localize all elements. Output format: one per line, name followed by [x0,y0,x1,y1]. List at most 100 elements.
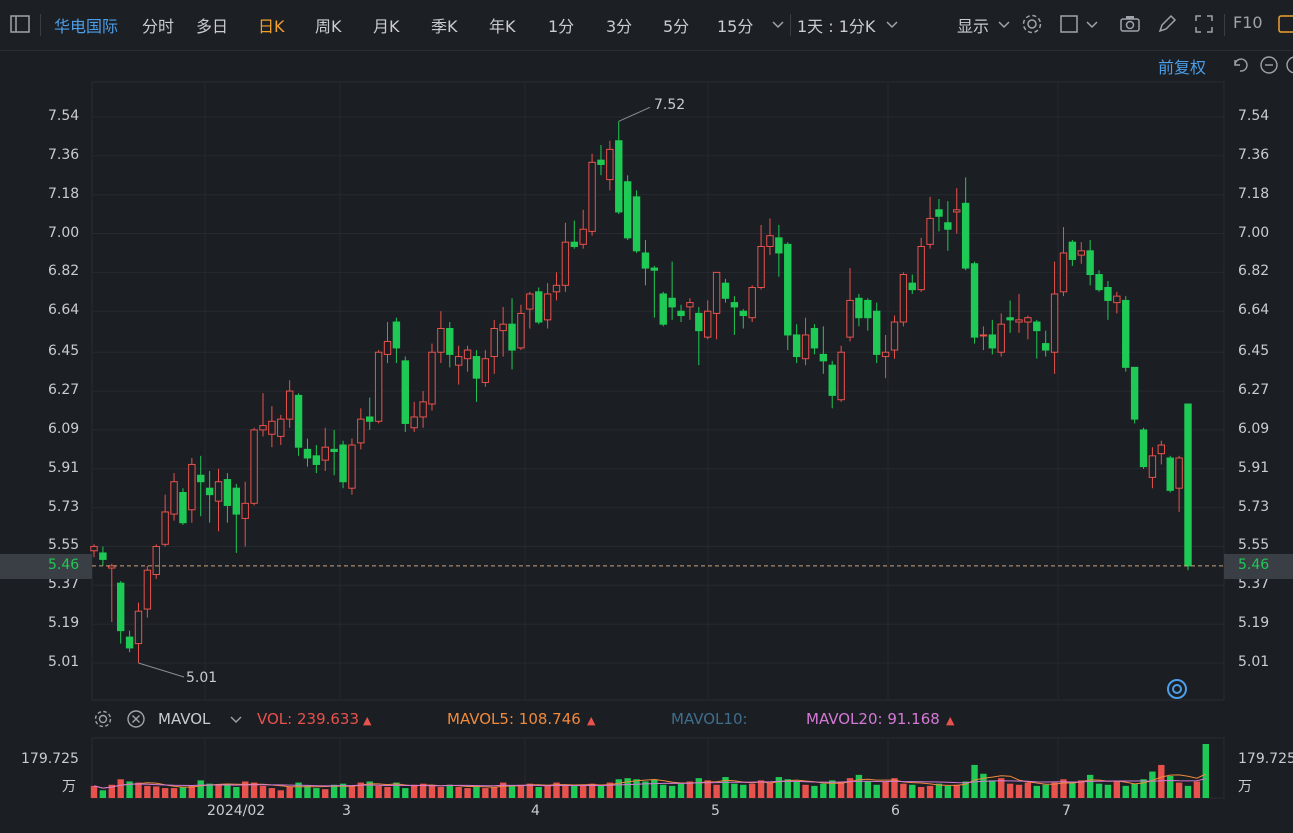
volume-bar [757,780,765,798]
volume-bar [686,781,694,798]
volume-bar [197,780,204,798]
candle-body [526,293,534,310]
sidebar-toggle-icon[interactable] [8,12,32,36]
volume-bar [313,788,320,798]
chevron-down-icon[interactable] [992,12,1016,36]
volume-bar [526,783,534,798]
price-tick-label: 5.73 [1238,498,1270,515]
candlestick-chart[interactable] [0,50,1293,833]
volume-bar [811,785,818,798]
camera-icon[interactable] [1118,12,1142,36]
volume-bar [117,779,124,798]
candle-body [899,274,908,323]
volume-bar [517,784,525,798]
date-label: 5 [711,803,720,819]
volume-bar [1149,771,1156,798]
toolbar: 华电国际 分时 多日 日K 周K 月K 季K 年K 1分 3分 5分 15分 1… [0,0,1293,51]
candle-body [490,327,498,358]
volume-bar [153,786,160,798]
tab-yearly-k[interactable]: 年K [489,17,516,36]
candle-body [579,228,587,245]
tab-multi-day[interactable]: 多日 [196,17,229,36]
stock-name[interactable]: 华电国际 [54,17,119,36]
volume-bar [357,782,365,798]
candle-body [1139,429,1148,468]
candle-body [961,202,970,269]
volume-bar [259,785,267,798]
current-price-tag-right [1224,554,1293,579]
tab-weekly-k[interactable]: 周K [315,17,342,36]
fullscreen-icon[interactable] [1192,12,1216,36]
square-icon[interactable] [1058,12,1082,36]
zoom-in-icon[interactable] [1285,55,1293,75]
volume-bar [508,785,516,798]
volume-bar [1015,784,1023,798]
date-label: 3 [342,803,351,819]
tab-monthly-k[interactable]: 月K [373,17,400,36]
undo-icon[interactable] [1230,55,1250,75]
divider [1224,14,1225,36]
volume-bar [909,784,916,798]
gear-icon[interactable] [93,709,113,733]
gear-icon[interactable] [1020,12,1044,36]
candle-body [944,222,952,230]
chevron-down-icon[interactable] [1080,12,1104,36]
volume-bar [1193,781,1201,798]
display-menu[interactable]: 显示 [957,17,990,36]
price-tick-label: 7.00 [1238,224,1270,241]
volume-bar [660,784,667,798]
volume-bar [304,785,311,798]
tab-daily-k[interactable]: 日K [258,17,285,36]
candle-body [214,481,223,502]
chevron-down-icon[interactable] [880,12,904,36]
candle-body [1068,241,1077,260]
price-tick-label: 5.19 [1238,615,1270,632]
volume-bar [633,779,640,798]
candle-body [917,245,925,291]
volume-bar [802,784,809,798]
volume-bar [917,786,925,798]
volume-bar [161,788,169,798]
chevron-down-icon[interactable] [766,12,790,36]
tab-1min[interactable]: 1分 [548,17,575,36]
volume-bar [1086,774,1094,798]
locate-icon[interactable] [1166,678,1188,700]
chevron-down-icon[interactable] [228,709,244,733]
panel-icon[interactable] [1277,12,1293,36]
candle-body [997,323,1005,353]
volume-bar [108,784,115,798]
candle-body [1166,457,1174,491]
tab-intraday[interactable]: 分时 [142,17,175,36]
candle-body [926,217,934,245]
candle-body [357,418,365,444]
close-icon[interactable] [126,709,146,733]
volume-bar [144,785,151,798]
indicator-select[interactable]: MAVOL [158,710,211,728]
candle-body [134,610,143,645]
pencil-icon[interactable] [1155,12,1179,36]
candle-body [615,140,623,213]
adjust-mode-button[interactable]: 前复权 [1158,58,1207,77]
volume-bar [206,783,213,798]
f10-button[interactable]: F10 [1233,13,1263,32]
volume-bar [1069,782,1076,798]
price-tick-label: 7.54 [48,108,80,124]
volume-bar [242,781,249,798]
volume-indicator-bar: MAVOL VOL: 239.633 ▲ MAVOL5: 108.746 ▲ M… [0,706,1293,734]
candle-body [1148,455,1157,478]
candle-body [463,349,472,360]
time-range-select[interactable]: 1天 : 1分K [797,17,876,36]
tab-quarterly-k[interactable]: 季K [431,17,458,36]
tab-5min[interactable]: 5分 [663,17,690,36]
volume-bar [224,784,231,798]
volume-bar [250,782,258,798]
zoom-out-icon[interactable] [1259,55,1279,75]
volume-bar [286,786,293,798]
candle-body [659,293,667,325]
tab-3min[interactable]: 3分 [606,17,633,36]
tab-15min[interactable]: 15分 [717,17,754,36]
volume-bar [375,785,382,798]
candle-body [1104,286,1112,301]
candle-body [250,429,258,504]
candle-body [366,416,374,422]
